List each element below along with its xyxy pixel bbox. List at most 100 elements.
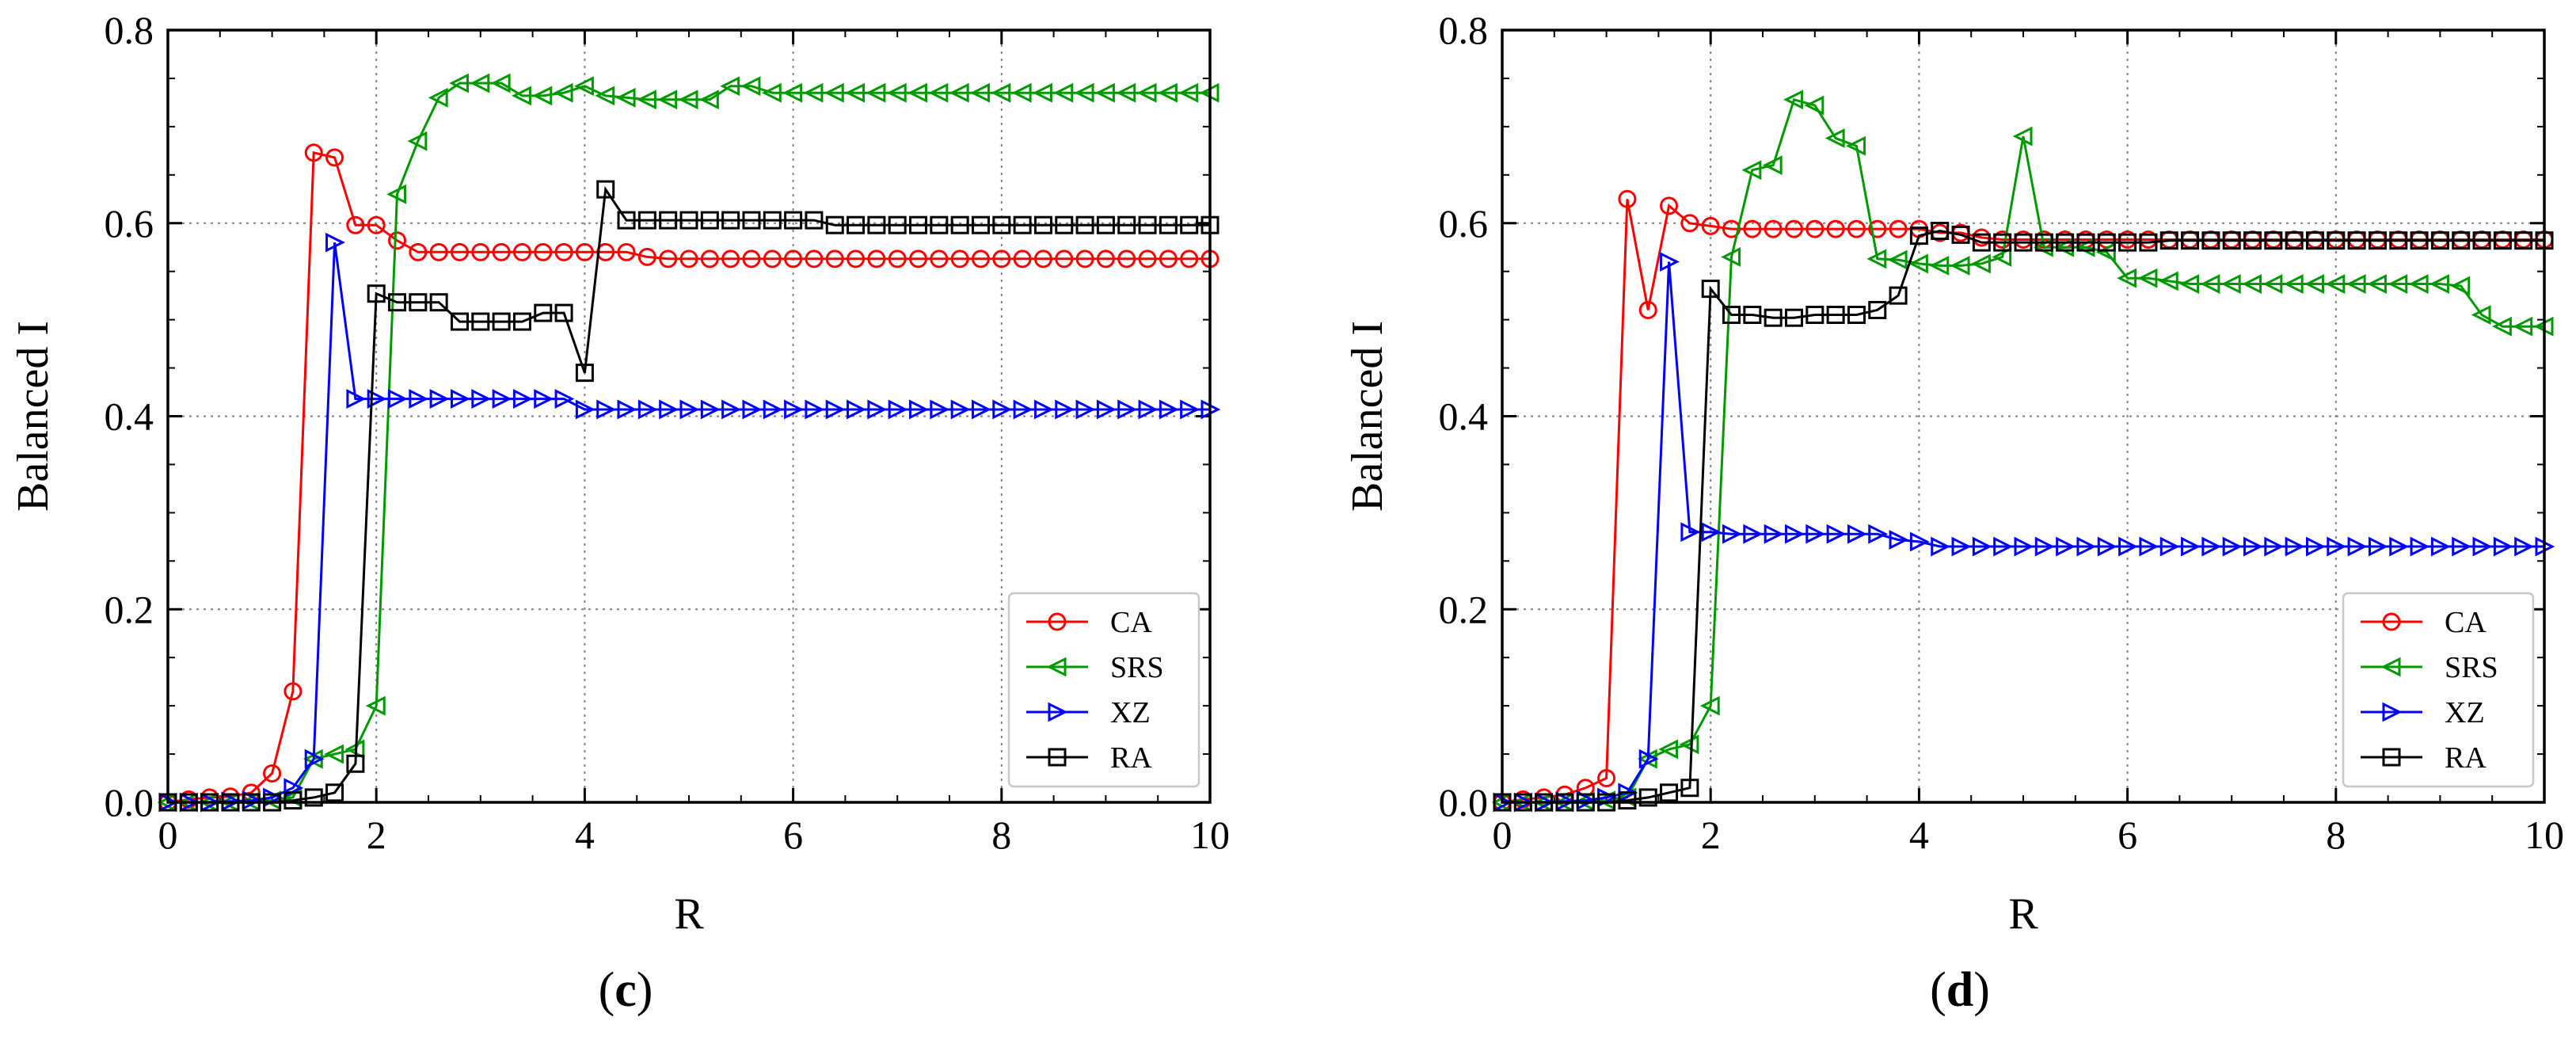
data-point-xz <box>534 389 554 409</box>
data-point-srs <box>2095 242 2116 262</box>
legend-item-srs: SRS <box>1026 651 1164 684</box>
legend-label: XZ <box>1110 696 1151 729</box>
data-point-ca <box>409 242 428 261</box>
data-point-ca <box>930 249 949 269</box>
data-point-srs <box>470 73 490 93</box>
data-point-ra <box>992 215 1011 234</box>
data-point-xz <box>2076 536 2097 557</box>
data-point-ca <box>617 242 636 261</box>
plot-frame <box>166 29 1212 804</box>
chart-panel-c: 0 2 4 6 8 10 0.0 0.2 0.4 0.6 0.8 CA SRS XZ RA R Balanced… <box>9 8 1230 1017</box>
data-point-ra <box>2034 233 2053 252</box>
data-point-ca <box>1013 249 1032 269</box>
data-point-xz <box>1680 522 1701 543</box>
data-point-ca <box>1117 249 1136 269</box>
data-point-srs <box>1658 739 1679 760</box>
data-point-ca <box>992 249 1011 269</box>
data-point-srs <box>2492 316 2512 337</box>
data-point-ca <box>367 215 386 234</box>
data-point-srs <box>386 184 407 204</box>
data-point-xz <box>1889 530 1909 550</box>
data-point-srs <box>615 87 636 108</box>
data-point-ra <box>471 312 490 331</box>
data-point-srs <box>907 82 928 103</box>
data-point-ra <box>1951 225 1970 244</box>
data-point-ra <box>2389 231 2408 250</box>
data-point-ca <box>700 249 719 269</box>
data-point-ra <box>2285 231 2304 250</box>
data-point-srs <box>2158 271 2178 291</box>
x-tick-label: 4 <box>575 813 595 857</box>
data-point-srs <box>1971 253 1991 274</box>
data-point-xz <box>1868 524 1889 544</box>
data-point-xz <box>2452 536 2472 557</box>
data-point-xz <box>512 389 533 409</box>
data-point-xz <box>742 399 763 420</box>
data-point-xz <box>1847 524 1867 544</box>
data-point-srs <box>2450 276 2471 296</box>
data-point-ra <box>2493 231 2512 250</box>
data-point-ca <box>263 764 282 783</box>
data-point-ra <box>867 215 886 234</box>
data-point-ra <box>2514 231 2533 250</box>
data-point-xz <box>867 399 888 420</box>
data-point-xz <box>409 389 429 409</box>
data-point-srs <box>553 82 573 103</box>
data-point-ra <box>512 312 531 331</box>
data-point-ra <box>283 791 302 810</box>
legend-marker <box>1046 657 1067 677</box>
data-point-ra <box>2430 231 2449 250</box>
data-point-ca <box>1764 219 1783 238</box>
data-point-xz <box>721 399 741 420</box>
data-point-srs <box>449 73 469 93</box>
data-point-ra <box>2056 233 2075 252</box>
data-point-srs <box>1699 695 1720 716</box>
data-point-ra <box>1868 300 1887 319</box>
data-point-ra <box>1701 280 1720 299</box>
data-point-ca <box>742 249 761 269</box>
data-point-ca <box>1597 769 1616 788</box>
data-point-xz <box>2347 536 2368 557</box>
legend-marker <box>2380 657 2401 677</box>
data-point-xz <box>2472 536 2493 557</box>
data-point-srs <box>2388 274 2408 294</box>
data-point-ca <box>679 249 698 269</box>
data-point-ra <box>1972 233 1991 252</box>
data-point-xz <box>971 399 991 420</box>
data-point-ca <box>534 242 553 261</box>
data-point-ra <box>805 211 824 230</box>
data-point-xz <box>1993 536 2014 557</box>
data-point-ra <box>2327 231 2346 250</box>
legend-label: CA <box>1110 606 1152 639</box>
x-tick-label: 8 <box>2326 813 2346 857</box>
data-point-ra <box>700 211 719 230</box>
data-point-ra <box>1618 791 1637 810</box>
data-point-srs <box>574 76 594 97</box>
data-point-xz <box>679 399 700 420</box>
data-point-ca <box>1784 219 1803 238</box>
data-point-srs <box>2200 274 2220 294</box>
data-point-ra <box>1117 215 1136 234</box>
series-xz <box>158 232 1221 813</box>
data-point-ra <box>847 215 866 234</box>
data-point-ca <box>867 249 886 269</box>
data-point-srs <box>1866 249 1887 269</box>
data-point-ca <box>1701 216 1720 235</box>
data-point-xz <box>1701 522 1722 543</box>
plot-frame <box>1501 29 2546 804</box>
data-point-ca <box>805 249 824 269</box>
y-tick-label: 0.6 <box>1439 201 1489 246</box>
data-point-ra <box>2347 231 2366 250</box>
data-point-ca <box>637 247 656 266</box>
data-point-ra <box>2472 231 2491 250</box>
data-point-ca <box>950 249 969 269</box>
data-point-ra <box>367 284 386 303</box>
data-point-xz <box>847 399 866 420</box>
data-point-ra <box>492 312 511 331</box>
data-point-ra <box>1180 215 1199 234</box>
data-point-ca <box>1868 219 1887 238</box>
data-point-xz <box>2201 536 2222 557</box>
data-point-srs <box>1136 82 1157 103</box>
data-point-xz <box>1055 399 1075 420</box>
legend-item-xz: XZ <box>1026 696 1151 729</box>
